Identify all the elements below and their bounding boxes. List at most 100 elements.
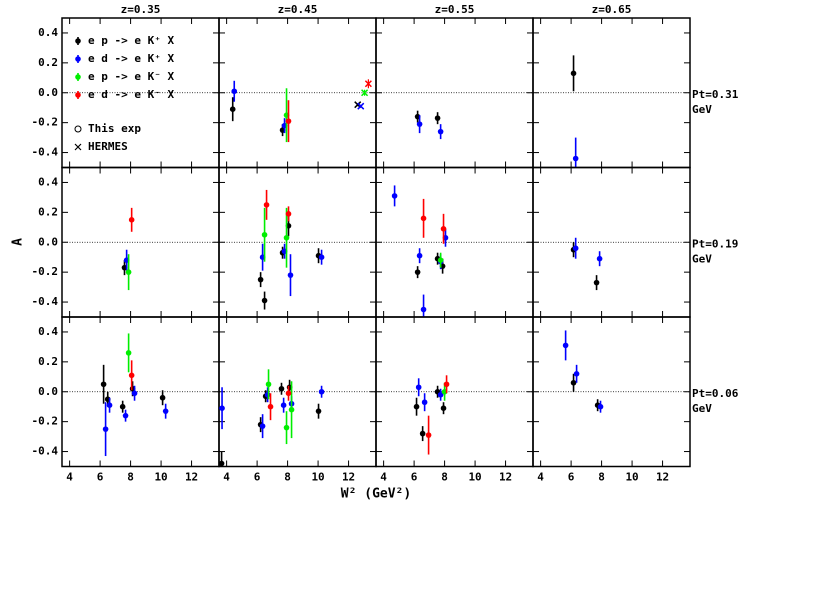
data-point — [570, 379, 577, 386]
legend-label: HERMES — [88, 140, 128, 153]
y-tick-label: -0.4 — [32, 295, 59, 308]
data-point — [318, 388, 325, 395]
x-tick-label: 12 — [499, 471, 512, 484]
data-point — [562, 342, 569, 349]
column-title: z=0.35 — [121, 3, 161, 16]
data-point — [416, 121, 423, 127]
data-point — [280, 402, 287, 409]
y-tick-label: -0.2 — [32, 116, 59, 129]
data-point — [287, 272, 294, 278]
data-point — [261, 297, 268, 304]
data-point — [162, 408, 169, 414]
data-point — [264, 391, 271, 398]
x-tick-label: 6 — [411, 471, 418, 484]
data-point — [122, 412, 129, 419]
data-point — [288, 406, 295, 413]
hermes-point — [357, 102, 365, 110]
data-point — [597, 403, 604, 410]
data-point — [318, 254, 325, 260]
y-tick-label: -0.4 — [32, 445, 59, 458]
x-tick-label: 4 — [223, 471, 230, 484]
y-tick-label: 0.0 — [38, 235, 58, 248]
data-point — [419, 430, 426, 437]
y-tick-label: 0.0 — [38, 86, 58, 99]
legend-label: e p -> e K⁺ X — [88, 34, 174, 47]
legend-marker — [75, 38, 81, 44]
data-point — [128, 217, 135, 223]
data-point — [593, 279, 600, 286]
x-tick-label: 12 — [656, 471, 669, 484]
y-tick-label: 0.4 — [38, 26, 58, 39]
panel-data — [391, 185, 449, 317]
y-tick-label: 0.2 — [38, 56, 58, 69]
data-point — [572, 245, 579, 252]
legend-label: This exp — [88, 122, 141, 135]
data-point — [231, 88, 238, 95]
data-point — [437, 128, 444, 135]
legend-marker — [74, 125, 82, 133]
data-point — [425, 432, 432, 438]
data-point — [414, 269, 421, 275]
data-point — [278, 385, 285, 392]
x-tick-label: 12 — [342, 471, 355, 484]
y-axis-label: A — [11, 238, 26, 246]
data-point — [285, 118, 292, 124]
y-tick-label: -0.2 — [32, 415, 59, 428]
column-title: z=0.45 — [278, 3, 318, 16]
row-label: Pt=0.19 — [692, 237, 738, 250]
y-tick-label: 0.2 — [38, 355, 58, 368]
data-point — [261, 231, 268, 238]
data-point — [100, 381, 107, 388]
legend-marker — [75, 74, 81, 80]
data-point — [421, 399, 428, 406]
data-point — [434, 115, 441, 121]
row-label: Pt=0.06 — [692, 387, 739, 400]
data-point — [267, 403, 274, 410]
panel-data — [570, 55, 579, 168]
x-tick-label: 6 — [254, 471, 261, 484]
y-tick-label: 0.2 — [38, 205, 58, 218]
panel-data — [413, 375, 450, 455]
legend-label: e d -> e K⁻ X — [88, 88, 174, 101]
row-label: Pt=0.31 — [692, 88, 739, 101]
x-tick-label: 4 — [66, 471, 73, 484]
column-title: z=0.55 — [435, 3, 475, 16]
x-tick-label: 10 — [468, 471, 481, 484]
data-point — [257, 276, 264, 283]
panel-data — [257, 189, 325, 310]
data-point — [128, 372, 135, 379]
x-tick-label: 8 — [598, 471, 605, 484]
data-point — [416, 252, 423, 259]
legend-marker — [75, 92, 81, 98]
x-tick-label: 10 — [625, 471, 638, 484]
legend-marker — [75, 56, 81, 62]
row-unit: GeV — [692, 252, 712, 265]
data-point — [443, 381, 450, 388]
data-point — [440, 225, 447, 232]
row-unit: GeV — [692, 402, 712, 415]
data-point — [263, 202, 270, 208]
legend-marker — [74, 143, 82, 151]
data-point — [391, 193, 398, 199]
data-point — [102, 426, 109, 432]
x-tick-label: 4 — [537, 471, 544, 484]
data-point — [283, 234, 290, 241]
hermes-point — [361, 89, 369, 97]
data-point — [413, 403, 420, 410]
data-point — [259, 423, 266, 429]
data-point — [572, 155, 579, 162]
x-tick-label: 4 — [380, 471, 387, 484]
data-point — [570, 70, 577, 77]
x-tick-label: 6 — [97, 471, 104, 484]
data-point — [437, 257, 444, 263]
row-unit: GeV — [692, 103, 712, 116]
legend-label: e p -> e K⁻ X — [88, 70, 174, 83]
x-tick-label: 10 — [154, 471, 167, 484]
panel-data — [414, 110, 444, 140]
y-tick-label: -0.2 — [32, 265, 59, 278]
data-point — [420, 215, 427, 222]
column-title: z=0.65 — [592, 3, 632, 16]
panel-data — [100, 333, 169, 457]
data-point — [119, 403, 126, 410]
